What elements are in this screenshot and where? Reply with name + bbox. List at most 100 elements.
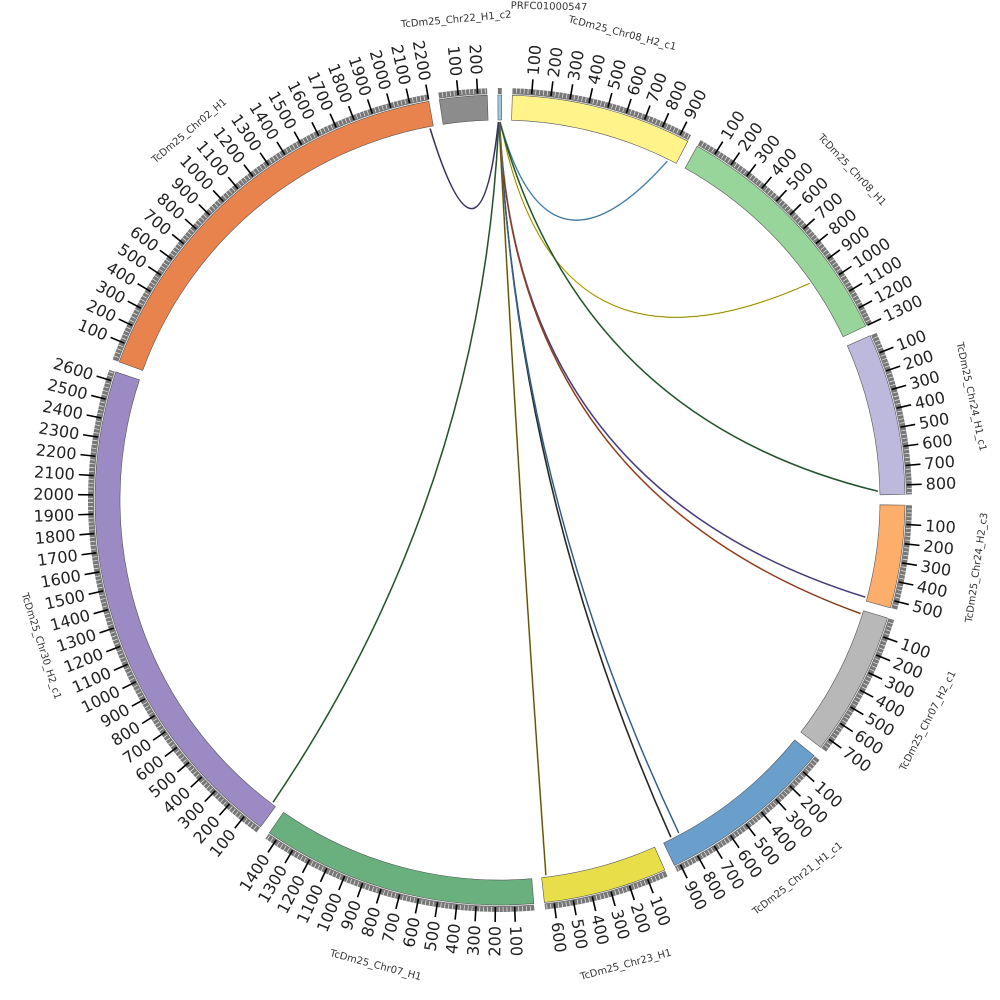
tick-label: 600 [547,921,570,954]
minor-tick [901,433,907,436]
minor-tick [764,809,768,814]
major-tick [267,839,277,853]
minor-tick [382,890,386,896]
major-tick [848,282,863,292]
minor-tick [865,679,870,683]
major-tick [122,681,137,690]
minor-tick [651,877,654,883]
minor-tick [177,753,182,757]
minor-tick [826,742,832,746]
tick-label: 200 [485,926,504,957]
minor-tick [896,589,902,592]
major-tick [858,300,873,309]
minor-tick [177,243,182,248]
minor-tick [158,728,164,732]
major-tick [118,318,133,327]
minor-tick [97,586,103,589]
link-outline-9 [429,121,499,209]
minor-tick [856,696,861,700]
minor-tick [108,371,114,374]
minor-tick [737,165,741,170]
minor-tick [237,182,242,187]
major-tick [894,600,910,606]
minor-tick [687,861,691,866]
major-tick [475,78,479,94]
major-tick [319,867,328,883]
major-tick [900,423,916,428]
minor-tick [175,750,180,754]
minor-tick [203,782,208,787]
major-tick [679,121,688,136]
minor-tick [409,897,412,903]
minor-tick [881,640,887,643]
minor-tick [114,642,119,645]
major-tick [643,105,651,120]
link-outline-6 [498,121,679,834]
minor-tick [94,424,100,426]
link-outline-4 [499,121,861,614]
minor-tick [302,138,306,143]
minor-tick [132,684,138,688]
minor-tick [676,128,680,134]
minor-tick [205,785,211,790]
minor-tick [781,793,786,798]
minor-tick [335,872,338,878]
minor-tick [755,179,760,184]
minor-tick [330,124,333,130]
major-tick [896,404,912,409]
minor-tick [144,705,149,709]
minor-tick [573,94,576,100]
minor-tick [842,278,848,282]
major-tick [81,552,97,556]
minor-tick [797,777,802,782]
minor-tick [288,146,292,151]
minor-tick [214,793,219,798]
tick-label: 300 [464,925,485,957]
minor-tick [739,828,744,833]
minor-tick [901,429,907,432]
tick-track [674,756,820,872]
minor-tick [769,804,774,809]
minor-tick [208,208,213,213]
minor-tick [658,874,661,880]
minor-tick [800,222,805,227]
minor-tick [225,192,230,197]
major-tick [78,473,94,477]
major-tick [553,903,558,919]
tick-label: 700 [924,452,956,474]
minor-tick [581,96,583,102]
minor-tick [829,258,835,263]
minor-tick [825,252,830,256]
major-tick [646,878,654,894]
minor-tick [104,613,110,616]
minor-tick [197,219,202,224]
minor-tick [392,101,395,107]
minor-tick [144,291,149,296]
minor-tick [800,774,805,779]
minor-tick [784,205,789,210]
minor-tick [654,876,658,882]
minor-tick [727,158,731,163]
major-tick [82,433,99,438]
minor-tick [900,570,906,572]
tick-label: 200 [544,46,567,79]
minor-tick [313,863,317,868]
minor-tick [163,734,168,739]
minor-tick [320,866,324,872]
minor-tick [445,91,448,97]
minor-tick [717,151,722,157]
minor-tick [758,814,762,819]
minor-tick [621,888,624,894]
major-tick [789,203,802,216]
minor-tick [272,156,276,161]
minor-tick [371,886,374,892]
minor-tick [237,813,242,819]
minor-tick [94,428,100,430]
minor-tick [879,647,884,650]
minor-tick [240,179,245,184]
major-tick [171,233,185,245]
minor-tick [773,194,778,199]
minor-tick [116,649,122,653]
major-tick [276,141,286,155]
